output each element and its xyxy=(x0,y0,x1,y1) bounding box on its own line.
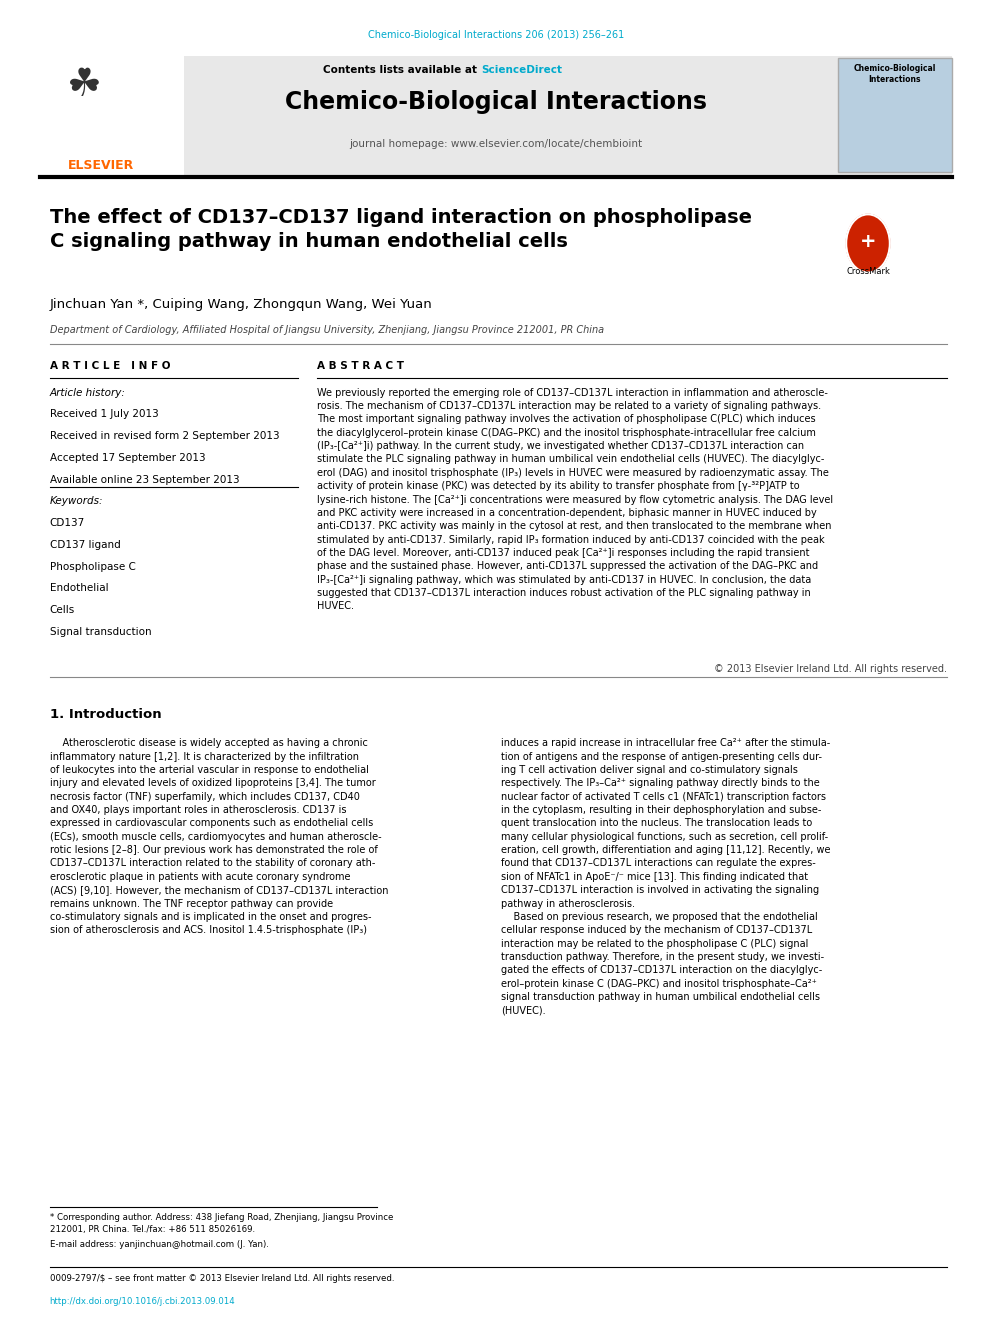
Text: 1. Introduction: 1. Introduction xyxy=(50,708,162,721)
Text: Jinchuan Yan *, Cuiping Wang, Zhongqun Wang, Wei Yuan: Jinchuan Yan *, Cuiping Wang, Zhongqun W… xyxy=(50,298,433,311)
Text: CD137 ligand: CD137 ligand xyxy=(50,540,120,550)
Text: ☘: ☘ xyxy=(67,66,102,105)
Text: A B S T R A C T: A B S T R A C T xyxy=(317,361,405,372)
Text: journal homepage: www.elsevier.com/locate/chembioint: journal homepage: www.elsevier.com/locat… xyxy=(349,139,643,149)
Text: induces a rapid increase in intracellular free Ca²⁺ after the stimula-
tion of a: induces a rapid increase in intracellula… xyxy=(501,738,830,1016)
Text: ScienceDirect: ScienceDirect xyxy=(481,65,562,75)
Text: We previously reported the emerging role of CD137–CD137L interaction in inflamma: We previously reported the emerging role… xyxy=(317,388,833,611)
Text: The effect of CD137–CD137 ligand interaction on phospholipase
C signaling pathwa: The effect of CD137–CD137 ligand interac… xyxy=(50,208,752,251)
FancyBboxPatch shape xyxy=(838,58,952,172)
Text: Contents lists available at: Contents lists available at xyxy=(323,65,481,75)
Text: CrossMark: CrossMark xyxy=(846,267,890,277)
Text: E-mail address: yanjinchuan@hotmail.com (J. Yan).: E-mail address: yanjinchuan@hotmail.com … xyxy=(50,1240,269,1249)
Text: Signal transduction: Signal transduction xyxy=(50,627,151,638)
Text: Accepted 17 September 2013: Accepted 17 September 2013 xyxy=(50,452,205,463)
Text: Chemico-Biological Interactions: Chemico-Biological Interactions xyxy=(285,90,707,114)
FancyBboxPatch shape xyxy=(40,56,952,175)
Text: ELSEVIER: ELSEVIER xyxy=(67,159,134,172)
Text: © 2013 Elsevier Ireland Ltd. All rights reserved.: © 2013 Elsevier Ireland Ltd. All rights … xyxy=(714,664,947,675)
Text: Atherosclerotic disease is widely accepted as having a chronic
inflammatory natu: Atherosclerotic disease is widely accept… xyxy=(50,738,388,935)
Text: Chemico-Biological
Interactions: Chemico-Biological Interactions xyxy=(853,64,936,83)
Text: Cells: Cells xyxy=(50,606,74,615)
Text: http://dx.doi.org/10.1016/j.cbi.2013.09.014: http://dx.doi.org/10.1016/j.cbi.2013.09.… xyxy=(50,1297,235,1306)
Text: 0009-2797/$ – see front matter © 2013 Elsevier Ireland Ltd. All rights reserved.: 0009-2797/$ – see front matter © 2013 El… xyxy=(50,1274,394,1283)
Text: A R T I C L E   I N F O: A R T I C L E I N F O xyxy=(50,361,170,372)
Text: +: + xyxy=(860,232,876,250)
Text: * Corresponding author. Address: 438 Jiefang Road, Zhenjiang, Jiangsu Province
2: * Corresponding author. Address: 438 Jie… xyxy=(50,1213,393,1234)
Text: Chemico-Biological Interactions 206 (2013) 256–261: Chemico-Biological Interactions 206 (201… xyxy=(368,30,624,41)
Text: Keywords:: Keywords: xyxy=(50,496,103,507)
Text: Article history:: Article history: xyxy=(50,388,125,398)
FancyBboxPatch shape xyxy=(40,56,184,175)
Circle shape xyxy=(846,214,890,273)
Text: CD137: CD137 xyxy=(50,517,85,528)
Text: Received in revised form 2 September 2013: Received in revised form 2 September 201… xyxy=(50,431,279,442)
Text: Phospholipase C: Phospholipase C xyxy=(50,561,136,572)
Text: Endothelial: Endothelial xyxy=(50,583,108,594)
Text: Department of Cardiology, Affiliated Hospital of Jiangsu University, Zhenjiang, : Department of Cardiology, Affiliated Hos… xyxy=(50,325,604,336)
Text: Received 1 July 2013: Received 1 July 2013 xyxy=(50,410,159,419)
Text: Available online 23 September 2013: Available online 23 September 2013 xyxy=(50,475,239,486)
